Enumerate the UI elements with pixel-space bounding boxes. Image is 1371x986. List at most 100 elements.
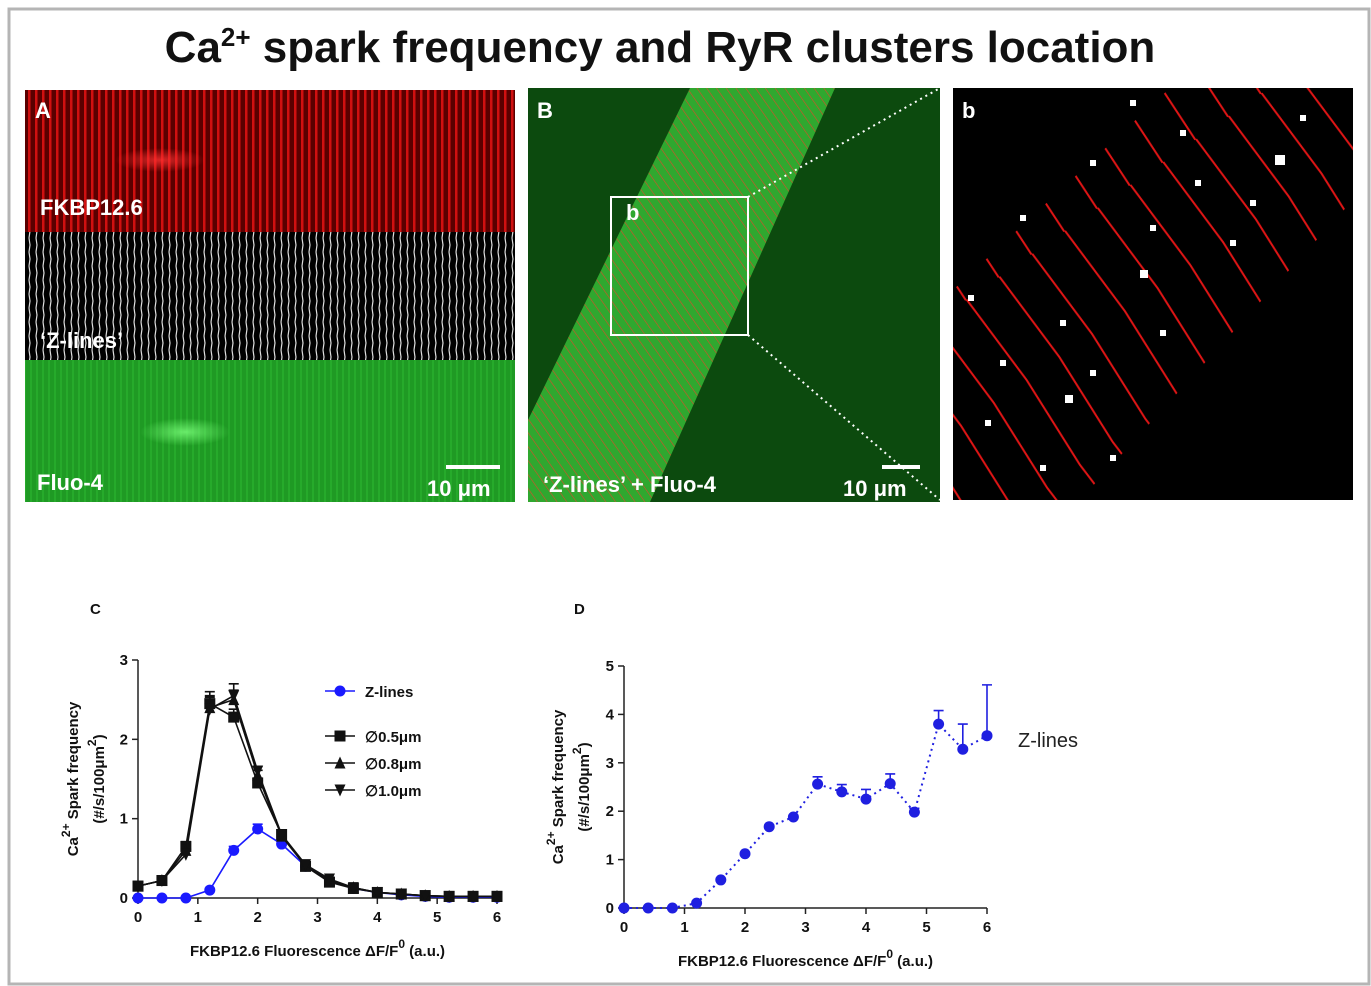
marker	[884, 778, 896, 790]
marker	[691, 897, 703, 909]
x-tick-label: 5	[922, 919, 930, 936]
legend-label: ∅0.8μm	[365, 756, 421, 773]
x-axis-label-part: (a.u.)	[893, 953, 933, 970]
y-axis-label: (#/s/100μm2)	[85, 734, 108, 823]
y-tick-label: 2	[606, 803, 614, 820]
marker	[467, 890, 479, 903]
x-axis-label-part: 0	[886, 947, 893, 961]
marker	[836, 786, 848, 798]
zline-strip	[25, 232, 515, 360]
y-axis-label-part: Spark frequency	[65, 701, 82, 823]
marker	[933, 718, 945, 730]
y-axis-label-part: (#/s/100μm	[576, 754, 593, 832]
marker	[228, 690, 240, 703]
panel-label: C	[90, 601, 101, 618]
glow	[140, 418, 230, 446]
x-axis-label-part: (a.u.)	[405, 943, 445, 960]
panel-b-zoom: b	[953, 88, 1353, 500]
marker	[132, 880, 144, 893]
x-tick-label: 0	[134, 909, 142, 926]
y-axis-label-part: 2	[85, 739, 99, 746]
legend-label: ∅1.0μm	[365, 783, 421, 800]
marker	[156, 892, 168, 904]
panel-label: b	[962, 98, 975, 123]
y-tick-label: 5	[606, 658, 614, 675]
legend-marker	[334, 685, 346, 697]
marker	[204, 703, 216, 716]
x-tick-label: 3	[313, 909, 321, 926]
marker	[300, 859, 312, 872]
marker	[252, 823, 264, 835]
y-axis-label-part: 2+	[544, 831, 558, 845]
strip-label: FKBP12.6	[40, 195, 143, 220]
error-bar	[982, 684, 992, 736]
marker	[276, 829, 288, 842]
y-tick-label: 1	[120, 811, 128, 828]
caption: ‘Z-lines’ + Fluo-4	[543, 472, 717, 497]
marker	[739, 848, 751, 860]
inset-box	[610, 196, 749, 336]
green-strip	[25, 360, 515, 502]
series	[618, 684, 993, 914]
marker	[252, 777, 264, 789]
panel-b: B b ‘Z-lines’ + Fluo-4 10 μm	[528, 87, 941, 502]
zoom-line	[747, 334, 941, 501]
y-axis-label-part: )	[576, 742, 593, 747]
marker	[812, 778, 824, 790]
zline-band	[953, 88, 1353, 500]
series: ∅1.0μm	[132, 683, 503, 903]
marker	[787, 811, 799, 823]
y-axis-label-part: )	[91, 734, 108, 739]
marker	[371, 886, 383, 899]
x-tick-label: 3	[801, 919, 809, 936]
x-tick-label: 4	[862, 919, 871, 936]
annotation: Z-lines	[1018, 730, 1078, 752]
marker	[228, 711, 240, 723]
series: Z-lines	[132, 684, 503, 904]
x-tick-label: 6	[983, 919, 991, 936]
y-tick-label: 3	[120, 652, 128, 669]
series: ∅0.8μm	[132, 689, 503, 902]
glow	[115, 148, 205, 172]
scale-label: 10 μm	[843, 476, 907, 501]
panel-label: A	[35, 98, 51, 123]
series-line	[137, 702, 497, 898]
marker	[763, 821, 775, 833]
marker	[347, 882, 359, 895]
y-axis-label: Ca2+ Spark frequency	[544, 709, 567, 864]
marker	[252, 765, 264, 778]
legend-marker	[334, 730, 346, 742]
figure-title: Ca2+ spark frequency and RyR clusters lo…	[165, 22, 1156, 72]
marker	[491, 890, 503, 903]
legend-label: ∅0.5μm	[365, 729, 421, 746]
marker	[204, 884, 216, 896]
x-axis-label: FKBP12.6 Fluorescence ΔF/F0 (a.u.)	[190, 937, 445, 960]
x-axis-label-part: FKBP12.6 Fluorescence ΔF/F	[678, 953, 886, 970]
y-tick-label: 1	[606, 852, 614, 869]
x-tick-label: 4	[373, 909, 382, 926]
x-tick-label: 2	[253, 909, 261, 926]
x-axis-label-part: FKBP12.6 Fluorescence ΔF/F	[190, 943, 398, 960]
red-strip	[25, 90, 515, 232]
marker	[132, 892, 144, 904]
series: ∅0.5μm	[132, 690, 503, 902]
panel-label: B	[537, 98, 553, 123]
strip-label: Fluo-4	[37, 470, 104, 495]
marker	[180, 892, 192, 904]
x-tick-label: 1	[680, 919, 688, 936]
panel-a: A FKBP12.6 ‘Z-lines’ Fluo-4 10 μm	[25, 90, 515, 502]
title-part: Ca	[165, 23, 222, 72]
marker	[957, 743, 969, 755]
y-tick-label: 2	[120, 731, 128, 748]
frame	[7, 7, 1371, 986]
y-tick-label: 4	[606, 706, 615, 723]
ryr-clusters	[968, 100, 1306, 471]
marker	[618, 902, 630, 914]
series-line	[137, 694, 497, 898]
series-line	[138, 827, 497, 899]
x-tick-label: 0	[620, 919, 628, 936]
y-axis-label-part: 2+	[59, 823, 73, 837]
